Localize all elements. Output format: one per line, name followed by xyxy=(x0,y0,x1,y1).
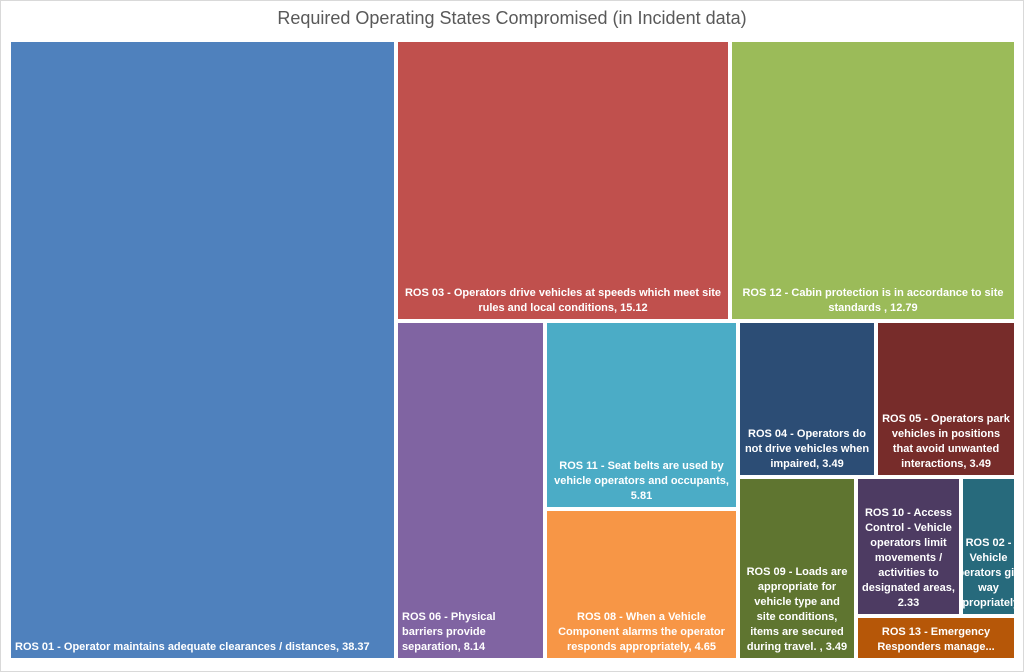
tile-ros-02: ROS 02 - Vehicle operators give way appr… xyxy=(961,477,1016,616)
tile-ros-03: ROS 03 - Operators drive vehicles at spe… xyxy=(396,40,730,321)
tile-ros-11: ROS 11 - Seat belts are used by vehicle … xyxy=(545,321,738,509)
chart-title: Required Operating States Compromised (i… xyxy=(277,8,747,28)
tile-ros-01: ROS 01 - Operator maintains adequate cle… xyxy=(9,40,396,660)
tile-ros-06: ROS 06 - Physical barriers provide separ… xyxy=(396,321,545,660)
tile-ros-09: ROS 09 - Loads are appropriate for vehic… xyxy=(738,477,856,660)
tile-ros-08: ROS 08 - When a Vehicle Component alarms… xyxy=(545,509,738,660)
tile-ros-10: ROS 10 - Access Control - Vehicle operat… xyxy=(856,477,961,616)
tile-ros-05: ROS 05 - Operators park vehicles in posi… xyxy=(876,321,1016,477)
tile-ros-04: ROS 04 - Operators do not drive vehicles… xyxy=(738,321,876,477)
tile-ros-12: ROS 12 - Cabin protection is in accordan… xyxy=(730,40,1016,321)
tile-ros-13: ROS 13 - Emergency Responders manage... xyxy=(856,616,1016,660)
